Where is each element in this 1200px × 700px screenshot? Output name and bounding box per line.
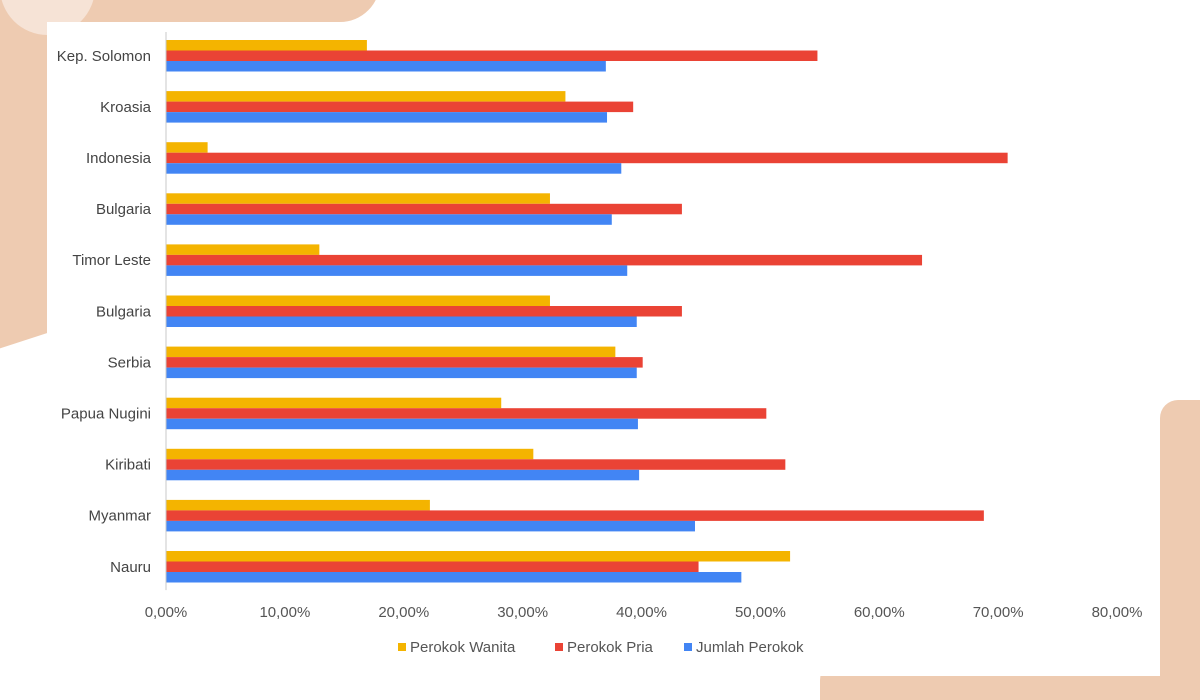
x-tick-label: 0,00% bbox=[145, 604, 188, 621]
bar-perokok-wanita-6 bbox=[166, 346, 616, 358]
chart-container: Kep. Solomon Kroasia Indonesia Bulgaria Timo… bbox=[56, 32, 1143, 656]
bar-perokok-wanita-5 bbox=[166, 295, 550, 306]
bar-jumlah-perokok-3 bbox=[166, 214, 612, 225]
bar-perokok-wanita-2 bbox=[166, 142, 208, 153]
bar-perokok-wanita-8 bbox=[166, 448, 534, 460]
bar-jumlah-perokok-7 bbox=[166, 418, 638, 430]
bar-perokok-wanita-7 bbox=[166, 397, 502, 409]
legend-label-perokok-wanita: Perokok Wanita bbox=[410, 639, 516, 656]
y-tick-label: Kiribati bbox=[105, 457, 151, 474]
x-tick-label: 60,00% bbox=[854, 604, 905, 621]
x-tick-label: 10,00% bbox=[259, 604, 310, 621]
bar-perokok-pria-2 bbox=[166, 152, 1008, 164]
bar-perokok-wanita-9 bbox=[166, 499, 430, 511]
decor-shape-top bbox=[40, 0, 380, 22]
bar-jumlah-perokok-4 bbox=[166, 265, 628, 276]
decor-shape-bottom-right bbox=[1160, 400, 1200, 700]
bar-perokok-wanita-10 bbox=[166, 551, 791, 562]
y-tick-label: Serbia bbox=[108, 354, 152, 371]
bar-jumlah-perokok-9 bbox=[166, 520, 695, 532]
y-tick-label: Kroasia bbox=[100, 99, 152, 116]
bar-perokok-pria-5 bbox=[166, 306, 682, 317]
legend-label-perokok-pria: Perokok Pria bbox=[567, 639, 654, 656]
bar-perokok-pria-1 bbox=[166, 101, 634, 113]
y-tick-label: Indonesia bbox=[86, 150, 152, 167]
legend-label-jumlah-perokok: Jumlah Perokok bbox=[696, 639, 804, 656]
x-tick-label: 70,00% bbox=[973, 604, 1024, 621]
legend-swatch-perokok-wanita bbox=[398, 643, 406, 651]
bar-jumlah-perokok-2 bbox=[166, 163, 622, 174]
x-tick-label: 80,00% bbox=[1092, 604, 1143, 621]
y-tick-label: Bulgaria bbox=[96, 303, 152, 320]
bar-jumlah-perokok-5 bbox=[166, 316, 637, 327]
x-tick-label: 30,00% bbox=[497, 604, 548, 621]
bar-jumlah-perokok-1 bbox=[166, 112, 608, 123]
bar-perokok-wanita-3 bbox=[166, 193, 550, 204]
bar-perokok-pria-7 bbox=[166, 408, 767, 419]
bar-perokok-pria-9 bbox=[166, 510, 984, 521]
bar-jumlah-perokok-6 bbox=[166, 367, 637, 379]
bar-perokok-pria-8 bbox=[166, 459, 786, 470]
y-tick-label: Kep. Solomon bbox=[57, 48, 151, 65]
legend-swatch-perokok-pria bbox=[555, 643, 563, 651]
bar-perokok-wanita-0 bbox=[166, 40, 367, 51]
legend: Perokok Wanita Perokok Pria Jumlah Perokok bbox=[398, 639, 804, 656]
bar-jumlah-perokok-8 bbox=[166, 469, 640, 481]
legend-swatch-jumlah-perokok bbox=[684, 643, 692, 651]
x-tick-label: 50,00% bbox=[735, 604, 786, 621]
y-tick-label: Bulgaria bbox=[96, 201, 152, 218]
bar-jumlah-perokok-10 bbox=[166, 572, 742, 583]
x-tick-label: 20,00% bbox=[378, 604, 429, 621]
bar-perokok-pria-0 bbox=[166, 50, 818, 61]
y-tick-label: Papua Nugini bbox=[61, 405, 151, 422]
y-tick-label: Timor Leste bbox=[72, 252, 151, 269]
bar-perokok-pria-4 bbox=[166, 254, 923, 266]
bar-chart: Kep. Solomon Kroasia Indonesia Bulgaria Timo… bbox=[56, 32, 1143, 656]
x-tick-label: 40,00% bbox=[616, 604, 667, 621]
y-tick-label: Myanmar bbox=[88, 508, 151, 525]
bar-perokok-pria-3 bbox=[166, 203, 682, 215]
bar-perokok-pria-10 bbox=[166, 561, 699, 572]
bar-perokok-wanita-4 bbox=[166, 244, 320, 255]
bar-perokok-wanita-1 bbox=[166, 91, 566, 102]
bar-jumlah-perokok-0 bbox=[166, 61, 606, 72]
y-tick-label: Nauru bbox=[110, 559, 151, 576]
bar-perokok-pria-6 bbox=[166, 357, 643, 368]
